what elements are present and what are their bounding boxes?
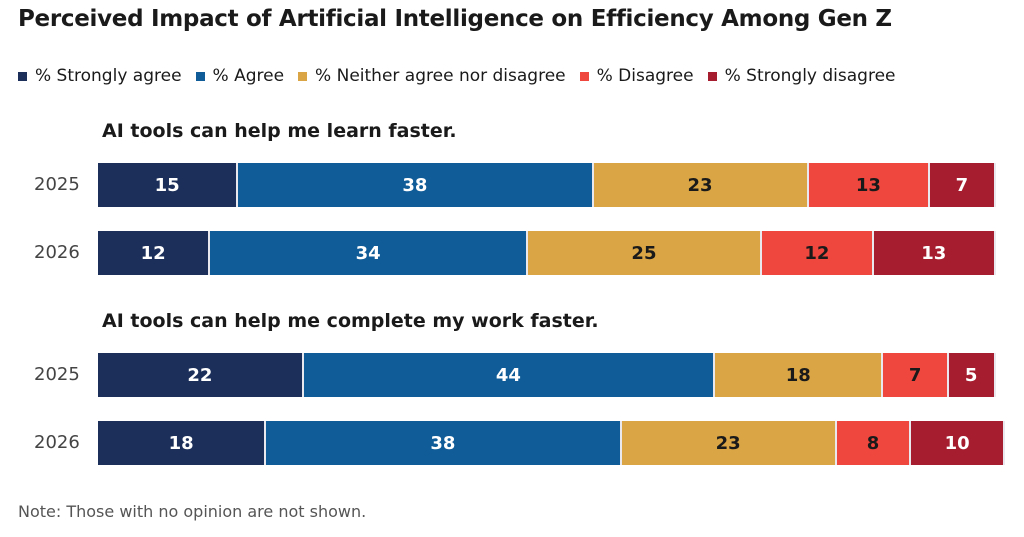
bar-segment: 44 <box>303 353 716 397</box>
legend-label: % Disagree <box>596 66 694 86</box>
stacked-bar: 22 44 18 7 5 <box>98 353 996 397</box>
stacked-bar: 15 38 23 13 7 <box>98 163 996 207</box>
legend-label: % Strongly disagree <box>724 66 896 86</box>
bar-segment: 10 <box>911 421 1005 465</box>
bar-segment: 5 <box>948 353 996 397</box>
legend-swatch <box>18 71 27 81</box>
bar-segment: 13 <box>808 163 931 207</box>
legend-label: % Neither agree nor disagree <box>315 66 566 86</box>
legend-swatch <box>298 71 308 81</box>
year-label: 2025 <box>34 364 80 385</box>
bar-segment: 18 <box>98 421 267 465</box>
year-label: 2025 <box>34 174 80 195</box>
legend-item: % Agree <box>195 66 285 86</box>
legend-swatch <box>707 71 717 81</box>
legend: % Strongly agree % Agree % Neither agree n… <box>18 66 910 86</box>
bar-segment: 13 <box>874 231 996 275</box>
legend-item: % Strongly agree <box>18 66 182 86</box>
bar-segment: 38 <box>238 163 594 207</box>
year-label: 2026 <box>34 432 80 453</box>
year-label: 2026 <box>34 242 80 263</box>
bar-segment: 34 <box>210 231 529 275</box>
bar-segment: 25 <box>528 231 762 275</box>
stacked-bar: 12 34 25 12 13 <box>98 231 996 275</box>
chart-title: Perceived Impact of Artificial Intellige… <box>18 6 892 32</box>
note: Note: Those with no opinion are not show… <box>18 502 367 521</box>
legend-item: % Disagree <box>579 66 694 86</box>
bar-segment: 8 <box>836 421 912 465</box>
bar-segment: 7 <box>930 163 996 207</box>
legend-label: % Strongly agree <box>35 66 182 86</box>
bar-segment: 18 <box>715 353 884 397</box>
bar-segment: 12 <box>98 231 211 275</box>
bar-segment: 38 <box>266 421 622 465</box>
bar-segment: 22 <box>98 353 304 397</box>
bar-segment: 12 <box>761 231 875 275</box>
legend-swatch <box>195 71 205 81</box>
legend-item: % Neither agree nor disagree <box>298 66 566 86</box>
bar-segment: 23 <box>593 163 809 207</box>
group-subtitle: AI tools can help me learn faster. <box>102 120 457 142</box>
legend-item: % Strongly disagree <box>707 66 896 86</box>
bar-segment: 23 <box>621 421 837 465</box>
legend-swatch <box>579 71 589 81</box>
stacked-bar: 18 38 23 8 10 <box>98 421 1005 465</box>
bar-segment: 7 <box>883 353 949 397</box>
bar-segment: 15 <box>98 163 239 207</box>
group-subtitle: AI tools can help me complete my work fa… <box>102 310 599 332</box>
legend-label: % Agree <box>212 66 285 86</box>
